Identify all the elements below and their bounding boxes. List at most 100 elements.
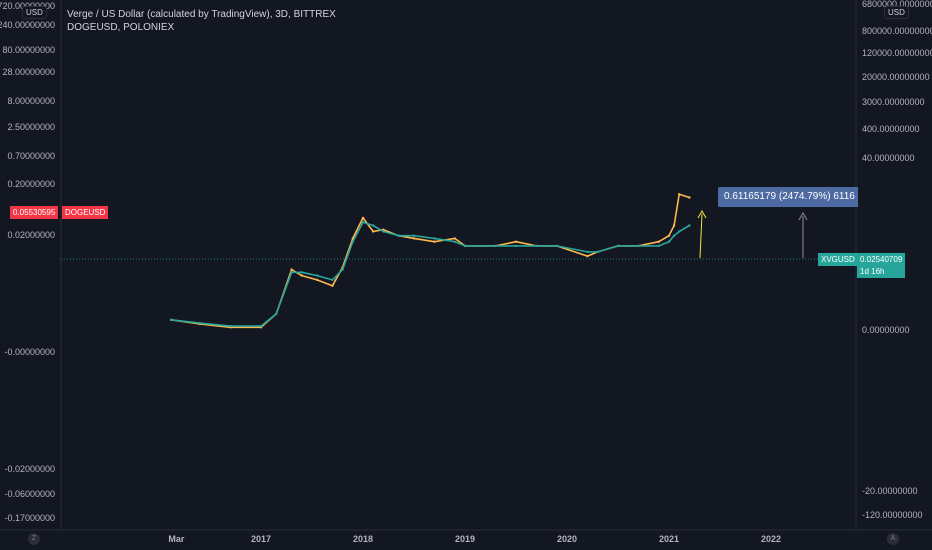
series-point-xvgusd	[657, 240, 660, 243]
series-point-dogeusd	[259, 324, 263, 328]
time-tick-label: 2022	[761, 534, 781, 544]
projection-arrows	[697, 209, 808, 259]
series-line-xvgusd	[171, 193, 690, 329]
series-point-xvgusd	[361, 216, 365, 220]
series-point-dogeusd	[372, 224, 375, 227]
series-point-dogeusd	[535, 244, 538, 248]
series-point-dogeusd	[315, 274, 319, 277]
left-tick-label: -0.00000000	[4, 347, 55, 357]
left-tick-label: 2.50000000	[7, 122, 55, 132]
series-point-dogeusd	[361, 221, 365, 224]
measure-label[interactable]: 0.61165179 (2474.79%) 6116	[718, 187, 858, 207]
series-point-dogeusd	[555, 244, 558, 248]
series-point-xvgusd	[688, 196, 691, 199]
series-point-dogeusd	[290, 271, 293, 274]
xvg-countdown: 1d 16h	[860, 267, 885, 276]
series-point-dogeusd	[433, 237, 436, 240]
left-tick-label: -0.06000000	[4, 489, 55, 499]
series-point-dogeusd	[616, 244, 620, 248]
time-tick-label: 2017	[251, 534, 271, 544]
left-tick-label: 8.00000000	[7, 96, 55, 106]
right-tick-label: 120000.00000000	[862, 48, 932, 58]
left-tick-label: -0.02000000	[4, 464, 55, 474]
left-tick-label: 0.20000000	[7, 179, 55, 189]
doge-price: 0.05530595	[13, 208, 56, 217]
series-point-dogeusd	[397, 234, 400, 237]
series-point-dogeusd	[341, 268, 344, 271]
series-point-xvgusd	[300, 274, 303, 277]
chart-title: Verge / US Dollar (calculated by Trading…	[67, 9, 336, 20]
time-tick-label: 2021	[659, 534, 679, 544]
series-point-dogeusd	[170, 318, 173, 321]
left-tick-label: -0.17000000	[4, 513, 55, 523]
series-point-dogeusd	[382, 230, 385, 233]
series-layer	[170, 193, 691, 329]
yellow-arrow-head	[697, 209, 707, 219]
overlay-symbol-title: DOGEUSD, POLONIEX	[67, 22, 175, 33]
left-tick-label: 240.00000000	[0, 20, 55, 30]
right-tick-label: 20000.00000000	[862, 72, 930, 82]
left-tick-label: 0.02000000	[7, 230, 55, 240]
left-axis-ticks: 720.00000000240.0000000080.0000000028.00…	[0, 1, 55, 523]
series-point-xvgusd	[290, 268, 293, 271]
series-point-dogeusd	[300, 271, 303, 274]
left-tick-label: 80.00000000	[2, 45, 55, 55]
doge-symbol: DOGEUSD	[65, 208, 106, 217]
left-tick-label: 0.70000000	[7, 151, 55, 161]
series-point-xvgusd	[667, 234, 671, 237]
right-axis-unit[interactable]: USD	[884, 6, 909, 19]
auto-scale-left-button[interactable]: Z	[28, 533, 40, 545]
auto-scale-right-button[interactable]: A	[887, 533, 899, 545]
series-point-xvgusd	[678, 193, 681, 196]
series-point-dogeusd	[275, 312, 278, 315]
series-point-xvgusd	[315, 278, 319, 282]
time-tick-label: 2020	[557, 534, 577, 544]
xvg-symbol: XVGUSD	[821, 255, 855, 264]
right-tick-label: -120.00000000	[862, 510, 923, 520]
series-point-xvgusd	[586, 254, 589, 258]
series-point-dogeusd	[494, 244, 497, 248]
series-point-dogeusd	[514, 244, 518, 248]
series-point-dogeusd	[351, 240, 354, 243]
series-point-dogeusd	[229, 324, 232, 328]
series-point-dogeusd	[331, 278, 334, 282]
right-tick-label: -20.00000000	[862, 486, 918, 496]
series-point-dogeusd	[688, 224, 691, 227]
series-point-dogeusd	[463, 244, 467, 248]
xvg-symbol-tag: XVGUSD	[818, 253, 858, 266]
series-point-xvgusd	[372, 230, 375, 233]
right-tick-label: 800000.00000000	[862, 26, 932, 36]
time-tick-label: Mar	[168, 534, 185, 544]
xvg-countdown-tag: 1d 16h	[857, 265, 905, 278]
series-point-dogeusd	[596, 250, 599, 254]
series-point-dogeusd	[586, 250, 589, 254]
series-point-dogeusd	[678, 230, 681, 233]
right-tick-label: 40.00000000	[862, 153, 915, 163]
series-point-xvgusd	[514, 240, 518, 243]
right-tick-label: 6800000.00000000	[862, 0, 932, 9]
series-point-dogeusd	[637, 244, 640, 248]
right-tick-label: 400.00000000	[862, 124, 920, 134]
measure-arrow-head	[798, 211, 808, 221]
series-point-dogeusd	[453, 240, 456, 243]
right-axis-ticks: 6800000.00000000 800000.00000000 120000.00…	[862, 0, 932, 520]
series-point-xvgusd	[453, 237, 456, 240]
series-point-xvgusd	[672, 224, 676, 227]
doge-price-tag: 0.05530595	[10, 206, 59, 219]
series-point-xvgusd	[412, 237, 416, 240]
series-line-dogeusd	[171, 221, 690, 327]
xvg-price: 0.02540709	[860, 255, 903, 264]
time-axis-ticks: Mar 2017 2018 2019 2020 2021 2022	[168, 534, 781, 544]
series-point-xvgusd	[331, 284, 334, 287]
time-tick-label: 2019	[455, 534, 475, 544]
left-tick-label: 28.00000000	[2, 67, 55, 77]
right-tick-label: 3000.00000000	[862, 97, 925, 107]
series-point-dogeusd	[198, 321, 201, 325]
left-axis-unit[interactable]: USD	[22, 6, 47, 19]
series-point-xvgusd	[433, 240, 436, 243]
series-point-dogeusd	[657, 244, 660, 248]
series-point-dogeusd	[667, 240, 671, 243]
xvg-price-tag: 0.02540709	[857, 253, 905, 266]
time-tick-label: 2018	[353, 534, 373, 544]
